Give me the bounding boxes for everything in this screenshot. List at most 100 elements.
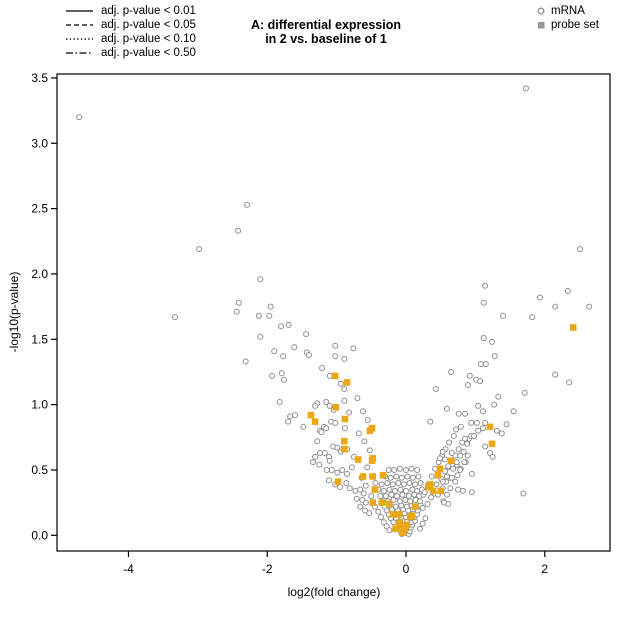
mrna-point	[355, 430, 362, 437]
mrna-point	[498, 430, 505, 437]
mrna-point	[319, 365, 326, 371]
mrna-point	[235, 299, 242, 306]
mrna-point	[437, 455, 443, 462]
mrna-point	[391, 487, 398, 494]
mrna-point	[280, 353, 287, 360]
mrna-point	[536, 294, 543, 301]
mrna-point	[364, 417, 371, 424]
mrna-point	[395, 480, 402, 486]
probe-set-point	[395, 521, 403, 529]
mrna-point	[480, 335, 487, 341]
mrna-point	[477, 361, 484, 368]
mrna-point	[362, 482, 369, 489]
mrna-point	[462, 410, 468, 417]
mrna-point	[344, 470, 350, 477]
mrna-point	[341, 397, 348, 404]
mrna-point	[339, 467, 346, 473]
mrna-point	[448, 369, 455, 375]
plot-title: A: differential expression in 2 vs. base…	[196, 18, 456, 46]
mrna-point	[464, 440, 471, 447]
y-tick-label: 1.0	[31, 398, 48, 412]
mrna-point	[332, 353, 339, 360]
mrna-point	[405, 493, 412, 500]
mrna-point	[450, 433, 457, 439]
mrna-point	[445, 501, 452, 507]
mrna-point	[380, 519, 387, 526]
mrna-point	[443, 491, 450, 498]
mrna-point	[378, 481, 385, 488]
mrna-point	[266, 312, 273, 319]
x-tick-label: -2	[262, 562, 273, 576]
mrna-point	[172, 314, 178, 321]
mrna-point	[312, 453, 319, 460]
mrna-point	[278, 370, 285, 377]
mrna-point	[450, 465, 457, 472]
mrna-point	[76, 114, 83, 121]
mrna-point	[448, 474, 455, 481]
mrna-point	[491, 353, 498, 360]
mrna-point	[452, 478, 459, 485]
mrna-point	[475, 402, 482, 409]
mrna-point	[285, 321, 292, 328]
mrna-point	[489, 453, 496, 460]
mrna-point	[480, 408, 486, 415]
mrna-point	[552, 371, 559, 378]
mrna-point	[378, 514, 384, 520]
mrna-point	[491, 401, 498, 408]
mrna-point	[468, 419, 475, 426]
mrna-point	[448, 450, 455, 456]
mrna-point	[428, 494, 434, 501]
mrna-point	[375, 508, 382, 515]
y-tick-label: 3.0	[31, 136, 48, 150]
mrna-point	[326, 477, 332, 484]
probe-set-point	[424, 483, 432, 491]
mrna-point	[510, 408, 517, 415]
mrna-point	[427, 418, 434, 425]
mrna-point	[386, 527, 393, 534]
mrna-point	[364, 464, 371, 471]
mrna-point	[477, 378, 484, 385]
probe-set-point	[371, 486, 379, 493]
mrna-point	[317, 450, 323, 456]
mrna-point	[276, 399, 283, 405]
mrna-point	[457, 423, 464, 430]
mrna-point	[271, 348, 278, 355]
mrna-point	[566, 379, 573, 386]
mrna-point	[443, 405, 450, 412]
probe-set-point	[379, 471, 387, 479]
dashdot-line-icon	[66, 52, 93, 54]
mrna-point	[462, 435, 468, 442]
probe-set-point	[395, 511, 403, 518]
y-tick-label: 0.5	[31, 463, 48, 477]
mrna-point	[383, 523, 390, 530]
mrna-point	[326, 402, 333, 409]
mrna-point	[520, 490, 527, 497]
mrna-point	[372, 480, 379, 486]
probe-set-point	[399, 529, 406, 536]
mrna-point	[416, 525, 423, 532]
legend-item-pvalue-005: adj. p-value < 0.05	[66, 18, 196, 32]
mrna-point	[475, 427, 482, 434]
mrna-point	[473, 419, 480, 426]
mrna-marker-icon	[536, 6, 546, 16]
mrna-point	[461, 459, 468, 466]
mrna-point	[394, 493, 400, 500]
legend-item-mrna: mRNA	[536, 4, 599, 18]
mrna-point	[415, 473, 422, 480]
mrna-point	[357, 486, 364, 493]
plot-title-line2: in 2 vs. baseline of 1	[265, 32, 387, 46]
mrna-point	[354, 395, 361, 402]
mrna-point	[323, 425, 330, 432]
mrna-point	[466, 372, 473, 379]
mrna-point	[380, 487, 387, 494]
mrna-point	[348, 464, 355, 471]
mrna-point	[350, 345, 357, 352]
mrna-point	[384, 480, 391, 486]
plot-box	[56, 73, 611, 552]
mrna-point	[280, 376, 287, 383]
mrna-point	[495, 393, 502, 400]
mrna-point	[439, 448, 446, 455]
mrna-point	[409, 474, 416, 481]
mrna-point	[328, 467, 335, 473]
series-legend: mRNA probe set	[536, 4, 599, 32]
